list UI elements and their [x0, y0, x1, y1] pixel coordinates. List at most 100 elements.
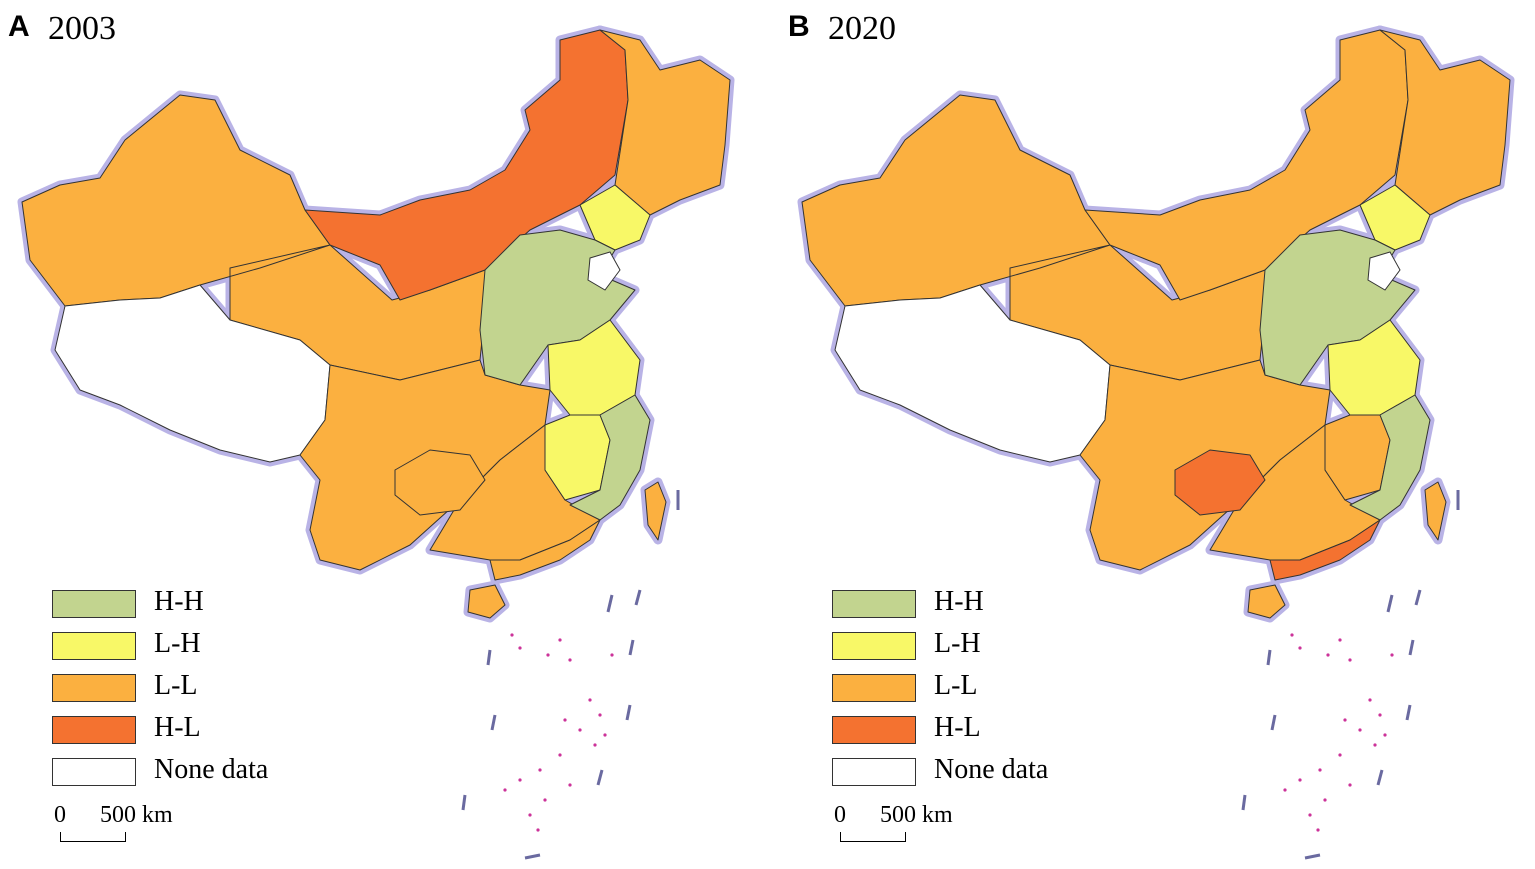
region-fujian-zhejiang: [1349, 394, 1431, 521]
region-northeast: [1379, 29, 1511, 216]
island: [603, 733, 607, 737]
boundary-dash: [628, 639, 635, 656]
scale-zero: 0: [54, 802, 66, 828]
legend-label: None data: [154, 754, 269, 785]
island: [610, 653, 614, 657]
legend-label: H-H: [154, 586, 204, 617]
panel-year: 2003: [48, 10, 116, 47]
boundary-dash: [1266, 649, 1272, 666]
legend: H-H L-H L-L H-L None data: [832, 586, 1132, 800]
scale-line: [840, 832, 906, 842]
island: [558, 753, 562, 757]
region-taiwan: [644, 481, 667, 541]
scale-zero: 0: [834, 802, 846, 828]
boundary-dash: [486, 649, 492, 666]
legend-item-hl: H-L: [52, 712, 352, 758]
boundary-dash: [625, 704, 632, 721]
legend-swatch: [52, 674, 136, 702]
island: [1368, 698, 1372, 702]
region-northeast: [599, 29, 731, 216]
legend-label: L-H: [154, 628, 201, 659]
boundary-dash: [1408, 639, 1415, 656]
region-guizhou: [1174, 449, 1266, 516]
island: [1358, 728, 1362, 732]
island: [543, 798, 547, 802]
island: [1318, 768, 1322, 772]
island: [1338, 638, 1342, 642]
legend-swatch: [52, 716, 136, 744]
island: [1290, 633, 1294, 637]
panel-year: 2020: [828, 10, 896, 47]
panel-label: A: [8, 10, 30, 43]
boundary-dash: [606, 594, 614, 613]
legend-item-ll: L-L: [832, 670, 1132, 716]
island: [528, 813, 532, 817]
legend-swatch: [52, 632, 136, 660]
scale-line: [60, 832, 126, 842]
island: [1298, 778, 1302, 782]
scale-distance: 500 km: [880, 802, 953, 828]
bohai-sea: [1367, 251, 1401, 291]
legend-item-hh: H-H: [52, 586, 352, 632]
island: [1338, 753, 1342, 757]
island: [1283, 788, 1287, 792]
panel-b: B 2020 H-H L-H L-L H-L None data 0 500 k…: [780, 0, 1535, 869]
boundary-dash: [1405, 704, 1412, 721]
legend-swatch: [832, 632, 916, 660]
boundary-dash: [1241, 794, 1247, 811]
map-b: [797, 25, 1515, 860]
bohai-sea: [587, 251, 621, 291]
island: [558, 638, 562, 642]
island: [1323, 798, 1327, 802]
island: [536, 828, 540, 832]
boundary-dash: [1386, 594, 1394, 613]
island: [578, 728, 582, 732]
legend-label: H-L: [934, 712, 981, 743]
scale-distance: 500 km: [100, 802, 173, 828]
island: [1298, 646, 1302, 650]
legend-label: L-L: [154, 670, 198, 701]
boundary-dash: [1376, 769, 1384, 786]
map-a: [17, 25, 735, 860]
island: [1308, 813, 1312, 817]
legend-item-ll: L-L: [52, 670, 352, 716]
region-taiwan: [1424, 481, 1447, 541]
panel-a: A 2003 H-H L-H L-L H-L None data 0 500 k…: [0, 0, 760, 869]
island: [546, 653, 550, 657]
region-hainan: [1247, 584, 1286, 619]
panel-label: B: [788, 10, 810, 43]
legend-item-hh: H-H: [832, 586, 1132, 632]
legend-label: L-L: [934, 670, 978, 701]
legend-item-lh: L-H: [52, 628, 352, 674]
island: [568, 658, 572, 662]
legend-item-lh: L-H: [832, 628, 1132, 674]
legend-label: H-L: [154, 712, 201, 743]
legend-item-none: None data: [832, 754, 1132, 800]
region-guangdong: [1269, 519, 1381, 581]
island: [1348, 783, 1352, 787]
island: [518, 778, 522, 782]
island: [568, 783, 572, 787]
legend-label: H-H: [934, 586, 984, 617]
legend-label: None data: [934, 754, 1049, 785]
island: [1348, 658, 1352, 662]
island: [1343, 718, 1347, 722]
island: [588, 698, 592, 702]
island: [510, 633, 514, 637]
island: [598, 713, 602, 717]
legend-swatch: [832, 590, 916, 618]
legend: H-H L-H L-L H-L None data: [52, 586, 352, 800]
boundary-dash: [1270, 714, 1277, 731]
region-guangdong: [489, 519, 601, 581]
island: [503, 788, 507, 792]
boundary-dash: [461, 794, 467, 811]
legend-item-none: None data: [52, 754, 352, 800]
scale-bar: 0 500 km: [52, 802, 252, 842]
island: [1383, 733, 1387, 737]
island: [518, 646, 522, 650]
region-fujian-zhejiang: [569, 394, 651, 521]
boundary-dash: [524, 853, 541, 860]
island: [1378, 713, 1382, 717]
legend-swatch: [832, 758, 916, 786]
legend-swatch: [52, 758, 136, 786]
